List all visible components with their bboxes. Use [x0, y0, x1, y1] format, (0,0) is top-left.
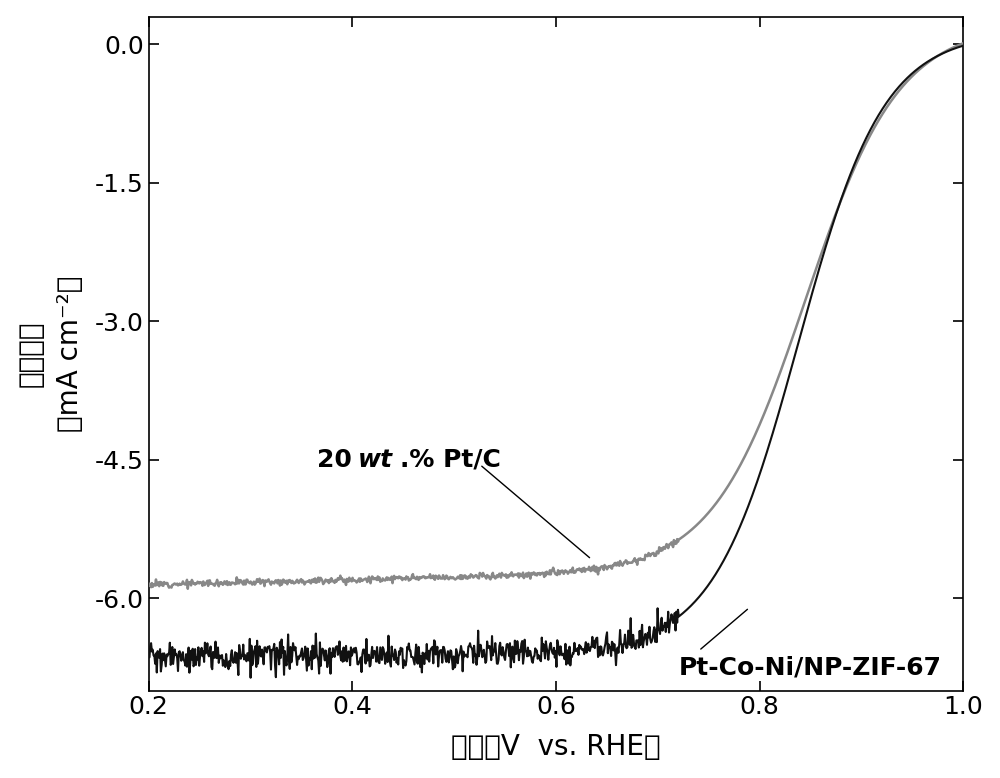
- Text: .% Pt/C: .% Pt/C: [400, 448, 501, 471]
- Text: Pt-Co-Ni/NP-ZIF-67: Pt-Co-Ni/NP-ZIF-67: [678, 656, 941, 679]
- X-axis label: 电位（V  vs. RHE）: 电位（V vs. RHE）: [451, 734, 661, 762]
- Text: wt: wt: [357, 448, 393, 471]
- Y-axis label: 电流密度
（mA cm⁻²）: 电流密度 （mA cm⁻²）: [17, 275, 84, 432]
- Text: 20: 20: [317, 448, 360, 471]
